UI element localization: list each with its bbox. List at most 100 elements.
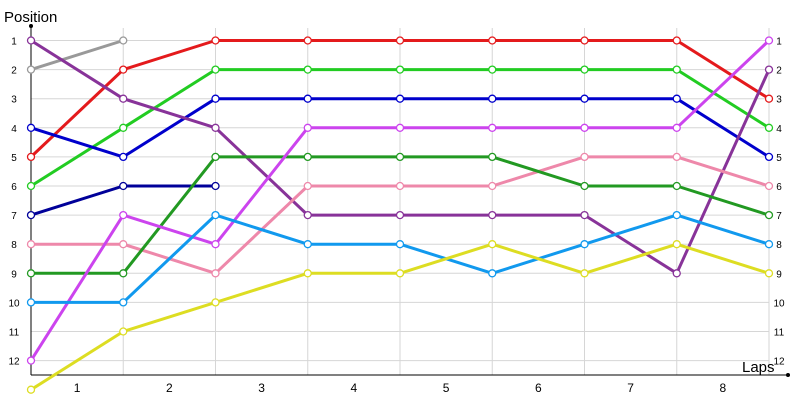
data-point: [26, 385, 36, 394]
y-tick-label-right: 2: [776, 66, 782, 77]
data-point: [672, 36, 681, 45]
data-point: [580, 94, 589, 103]
data-point: [26, 123, 36, 132]
y-tick-label-right: 10: [773, 298, 785, 309]
y-tick-label-left: 5: [11, 153, 17, 164]
y-tick-label-left: 6: [11, 182, 17, 193]
y-tick-label-left: 2: [11, 66, 17, 77]
data-point: [488, 152, 497, 162]
data-point: [119, 181, 128, 191]
data-point: [211, 123, 220, 132]
y-tick-label-right: 5: [776, 153, 782, 164]
data-point: [764, 94, 774, 103]
data-point: [672, 181, 681, 191]
data-point: [26, 298, 36, 307]
axis-layer: [29, 24, 790, 377]
data-point: [580, 123, 589, 132]
data-point: [672, 123, 681, 132]
data-point: [580, 240, 589, 249]
data-point: [26, 181, 36, 191]
y-tick-label-left: 12: [8, 357, 20, 368]
series-11: [26, 240, 774, 394]
y-tick-label-left: 9: [11, 269, 17, 280]
data-point: [672, 210, 681, 220]
data-point: [488, 94, 497, 103]
data-point: [580, 269, 589, 278]
data-point: [764, 36, 774, 45]
x-axis-title: Laps: [742, 359, 775, 376]
data-point: [672, 94, 681, 103]
series-5: [26, 181, 220, 220]
data-point: [580, 36, 589, 45]
data-point: [211, 269, 220, 278]
data-point: [211, 210, 220, 220]
x-axis-arrow: [786, 373, 790, 377]
data-point: [26, 269, 36, 278]
data-point: [303, 123, 312, 132]
y-tick-label-right: 12: [773, 357, 785, 368]
data-point: [580, 210, 589, 220]
data-point: [764, 240, 774, 249]
data-point: [26, 210, 36, 220]
data-point: [764, 152, 774, 162]
series-10: [26, 210, 774, 307]
series-9: [26, 36, 774, 365]
data-point: [303, 240, 312, 249]
data-point: [303, 269, 312, 278]
x-tick-label: 3: [258, 381, 265, 395]
data-point: [119, 123, 128, 132]
data-point: [395, 94, 405, 103]
data-point: [488, 240, 497, 249]
data-point: [119, 269, 128, 278]
y-tick-label-right: 8: [776, 240, 782, 251]
y-tick-label-left: 11: [9, 328, 20, 339]
data-point: [672, 65, 681, 74]
series-layer: [26, 36, 774, 394]
data-point: [211, 36, 220, 45]
y-axis-arrow: [29, 24, 33, 28]
data-point: [303, 65, 312, 74]
data-point: [395, 181, 405, 191]
series-4: [26, 94, 774, 162]
data-point: [119, 152, 128, 162]
data-point: [395, 269, 405, 278]
y-axis-title: Position: [4, 9, 57, 26]
data-point: [303, 152, 312, 162]
y-tick-label-left: 10: [8, 298, 20, 309]
data-point: [764, 181, 774, 191]
data-point: [672, 152, 681, 162]
data-point: [119, 327, 128, 336]
y-tick-label-left: 7: [11, 211, 17, 222]
y-tick-label-right: 1: [776, 37, 782, 48]
data-point: [764, 269, 774, 278]
data-point: [764, 210, 774, 220]
data-point: [303, 210, 312, 220]
data-point: [580, 65, 589, 74]
data-point: [119, 298, 128, 307]
data-point: [26, 152, 36, 162]
data-point: [395, 65, 405, 74]
x-tick-label: 7: [627, 381, 634, 395]
data-point: [119, 94, 128, 103]
data-point: [303, 36, 312, 45]
y-tick-label-right: 3: [776, 95, 782, 106]
data-point: [119, 210, 128, 220]
series-2: [26, 36, 774, 162]
y-tick-label-right: 9: [776, 269, 782, 280]
grid-layer: [30, 28, 770, 375]
data-point: [211, 298, 220, 307]
x-tick-label: 8: [720, 381, 727, 395]
x-tick-label: 4: [351, 381, 358, 395]
data-point: [488, 36, 497, 45]
y-tick-label-left: 8: [11, 240, 17, 251]
data-point: [303, 181, 312, 191]
series-8: [26, 152, 774, 278]
data-point: [26, 356, 36, 365]
data-point: [488, 269, 497, 278]
data-point: [211, 94, 220, 103]
data-point: [395, 210, 405, 220]
data-point: [580, 181, 589, 191]
y-tick-label-right: 6: [776, 182, 782, 193]
